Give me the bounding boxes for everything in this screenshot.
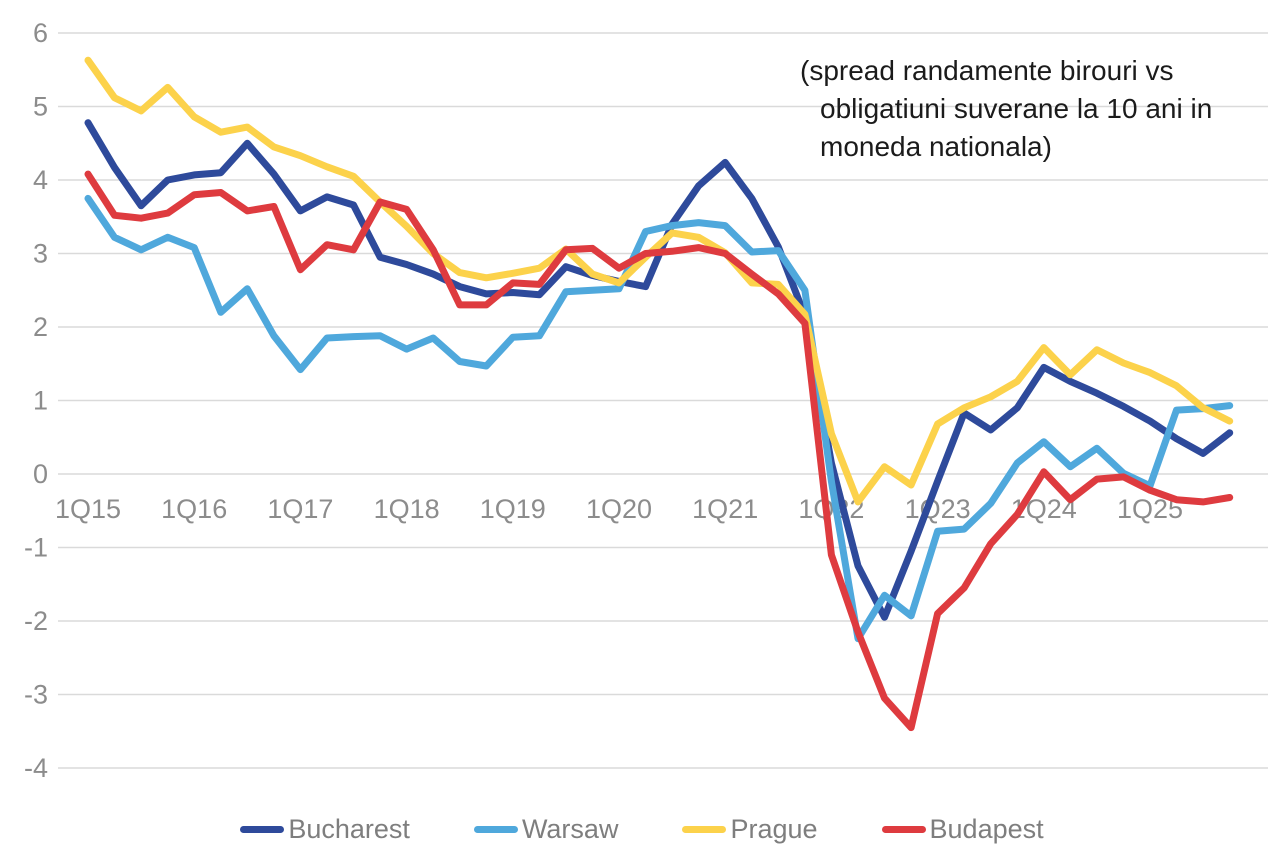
- legend-label-warsaw: Warsaw: [521, 813, 619, 844]
- legend-item-budapest: Budapest: [881, 813, 1044, 845]
- series-line-bucharest: [84, 119, 1234, 621]
- y-axis-label-6: 6: [33, 18, 48, 48]
- x-axis-label-1Q23: 1Q23: [905, 494, 971, 524]
- annotation-line-1: (spread randamente birouri vs: [800, 55, 1174, 86]
- annotation-line-2: obligatiuni suverane la 10 ani in: [820, 93, 1213, 124]
- y-axis-label--4: -4: [24, 753, 48, 783]
- y-axis-label--2: -2: [24, 606, 48, 636]
- legend-label-budapest: Budapest: [929, 813, 1044, 844]
- y-axis-label-1: 1: [33, 386, 48, 416]
- legend-item-prague: Prague: [682, 813, 818, 845]
- x-axis-label-1Q18: 1Q18: [374, 494, 440, 524]
- x-axis-label-1Q19: 1Q19: [480, 494, 546, 524]
- chart-annotation: (spread randamente birouri vs obligatiun…: [800, 52, 1280, 166]
- legend-swatch-prague: [682, 825, 727, 833]
- legend-item-bucharest: Bucharest: [240, 814, 410, 845]
- legend-label-bucharest: Bucharest: [288, 813, 410, 844]
- series-line-warsaw: [84, 194, 1234, 643]
- legend-swatch-budapest: [881, 825, 926, 833]
- legend-swatch-warsaw: [473, 825, 518, 833]
- x-axis-label-1Q17: 1Q17: [267, 494, 333, 524]
- chart-legend: Bucharest Warsaw Prague Budapest: [0, 810, 1284, 848]
- x-axis-label-1Q15: 1Q15: [55, 494, 121, 524]
- x-axis-label-1Q20: 1Q20: [586, 494, 652, 524]
- legend-label-prague: Prague: [730, 813, 818, 844]
- x-axis-label-1Q21: 1Q21: [692, 494, 758, 524]
- y-axis-label-0: 0: [33, 459, 48, 489]
- annotation-line-3: moneda nationala): [820, 131, 1052, 162]
- y-axis-label-3: 3: [33, 239, 48, 269]
- y-axis-label-4: 4: [33, 165, 48, 195]
- y-axis-label-2: 2: [33, 312, 48, 342]
- y-axis-label--1: -1: [24, 533, 48, 563]
- legend-swatch-bucharest: [240, 825, 285, 833]
- x-axis-label-1Q16: 1Q16: [161, 494, 227, 524]
- y-axis-label--3: -3: [24, 680, 48, 710]
- y-axis-label-5: 5: [33, 92, 48, 122]
- series-line-budapest: [84, 170, 1234, 732]
- series-line-prague: [84, 56, 1234, 506]
- legend-item-warsaw: Warsaw: [473, 813, 619, 845]
